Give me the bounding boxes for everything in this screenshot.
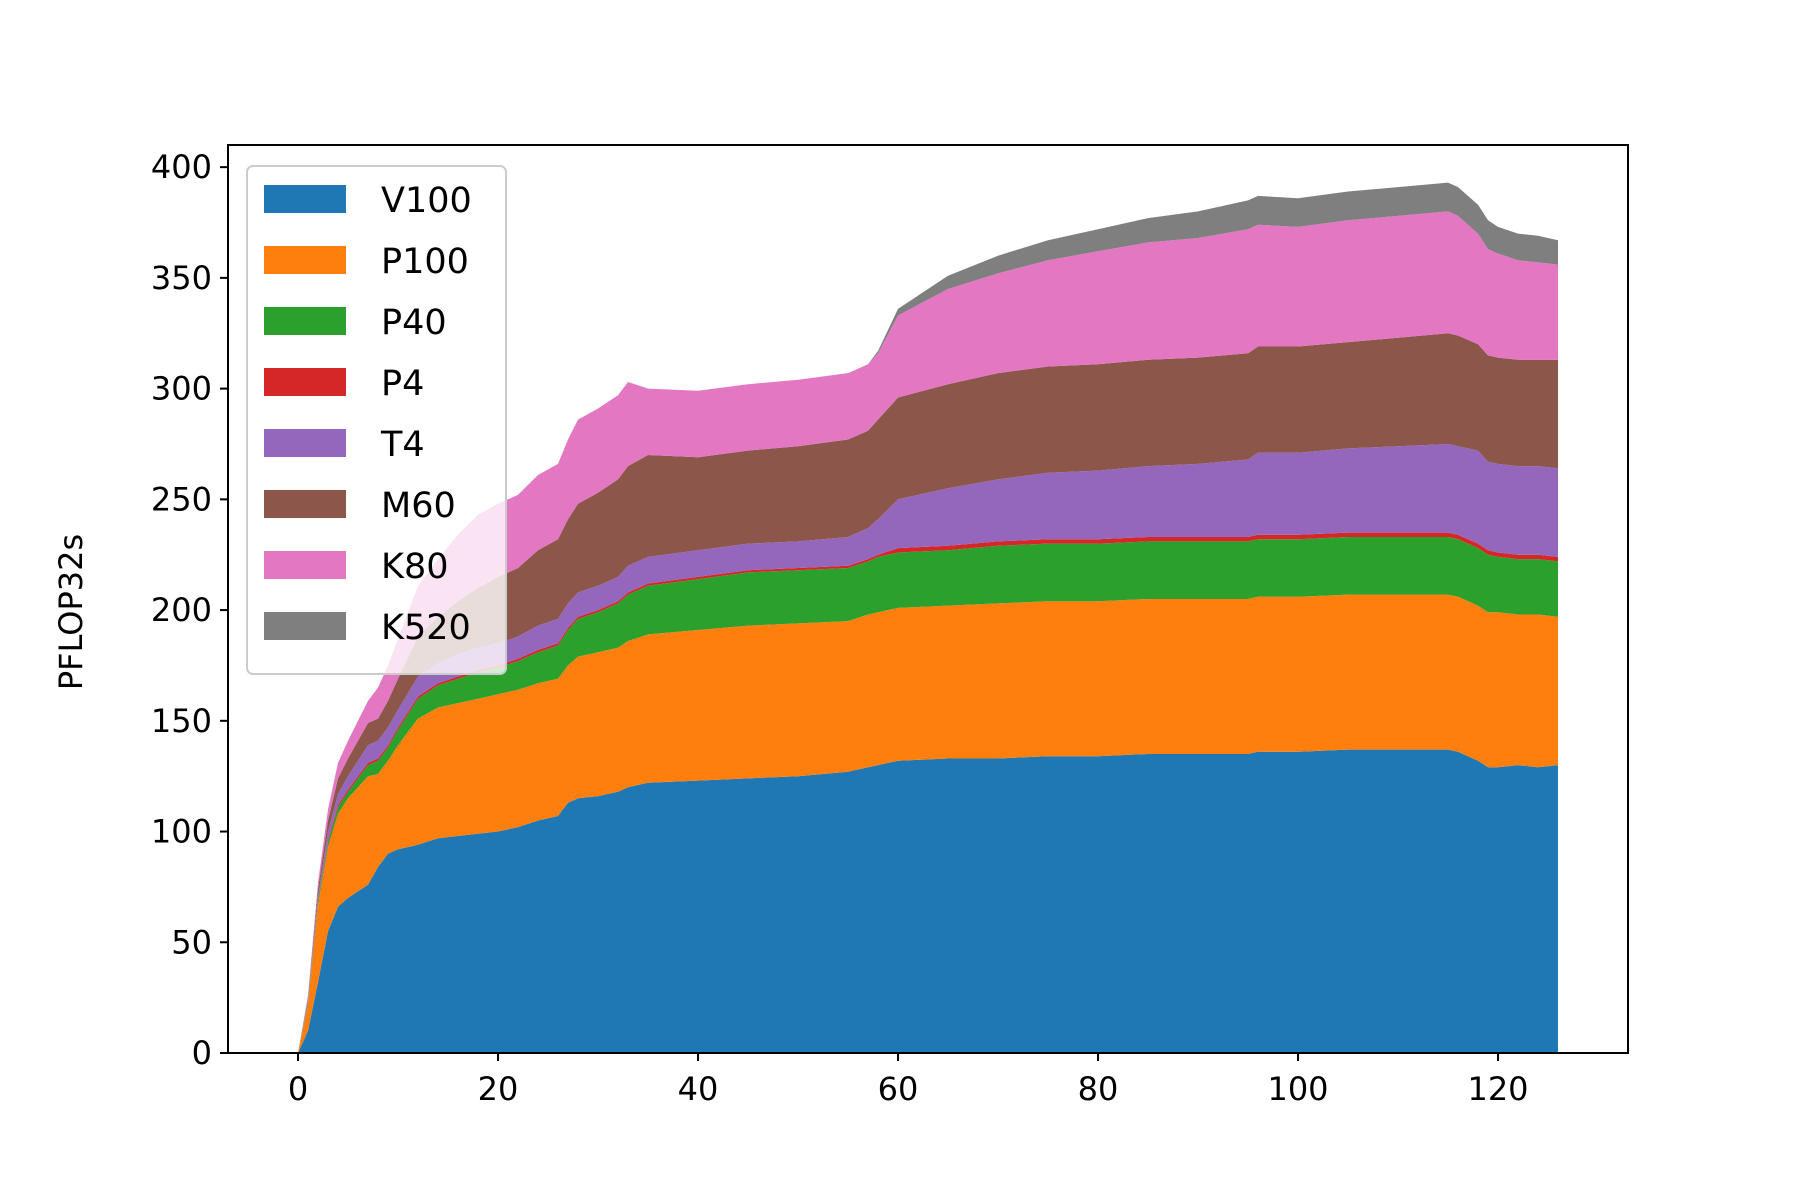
area-k80	[298, 211, 1558, 1053]
area-p40	[298, 537, 1558, 1053]
y-tick-label: 300	[151, 370, 212, 408]
y-tick-label: 150	[151, 702, 212, 740]
x-tick-label: 80	[1078, 1070, 1119, 1108]
x-tick-label: 40	[678, 1070, 719, 1108]
plot-frame	[227, 144, 1629, 1054]
y-axis-label: PFLOP32s	[52, 534, 90, 690]
legend: V100 P100 P40 P4 T4 M60 K80 K520	[246, 165, 507, 675]
y-tick-label: 100	[151, 813, 212, 851]
area-layers	[298, 182, 1558, 1054]
area-v100	[298, 749, 1558, 1053]
y-tick-label: 400	[151, 148, 212, 186]
x-tick-label: 20	[478, 1070, 519, 1108]
legend-swatch-v100	[264, 185, 346, 213]
legend-label-k80: K80	[381, 547, 449, 587]
x-tick-label: 60	[878, 1070, 919, 1108]
legend-swatch-p40	[264, 307, 346, 335]
legend-label-t4: T4	[380, 425, 425, 465]
legend-swatch-m60	[264, 490, 346, 518]
x-tick-label: 120	[1467, 1070, 1528, 1108]
legend-box	[246, 165, 507, 675]
y-tick-label: 50	[171, 923, 212, 961]
legend-label-p4: P4	[381, 364, 424, 404]
legend-swatch-p4	[264, 368, 346, 396]
legend-swatch-t4	[264, 429, 346, 457]
axes	[227, 144, 1629, 1054]
y-tick-label: 350	[151, 259, 212, 297]
legend-label-m60: M60	[381, 486, 456, 526]
legend-swatch-k520	[264, 612, 346, 640]
area-t4	[298, 444, 1558, 1053]
legend-label-v100: V100	[381, 181, 472, 221]
x-tick-label: 0	[288, 1070, 308, 1108]
legend-swatch-p100	[264, 246, 346, 274]
area-p100	[298, 594, 1558, 1053]
legend-label-p100: P100	[381, 242, 469, 282]
y-tick-label: 200	[151, 591, 212, 629]
legend-label-k520: K520	[381, 608, 471, 648]
y-tick-label: 0	[192, 1034, 212, 1072]
legend-swatch-k80	[264, 551, 346, 579]
x-tick-label: 100	[1267, 1070, 1328, 1108]
x-axis-ticks: 0 20 40 60 80 100 120	[288, 1053, 1529, 1108]
area-m60	[298, 333, 1558, 1053]
y-tick-label: 250	[151, 480, 212, 518]
legend-label-p40: P40	[381, 303, 447, 343]
y-axis-ticks: 0 50 100 150 200 250 300 350 400	[151, 148, 228, 1072]
